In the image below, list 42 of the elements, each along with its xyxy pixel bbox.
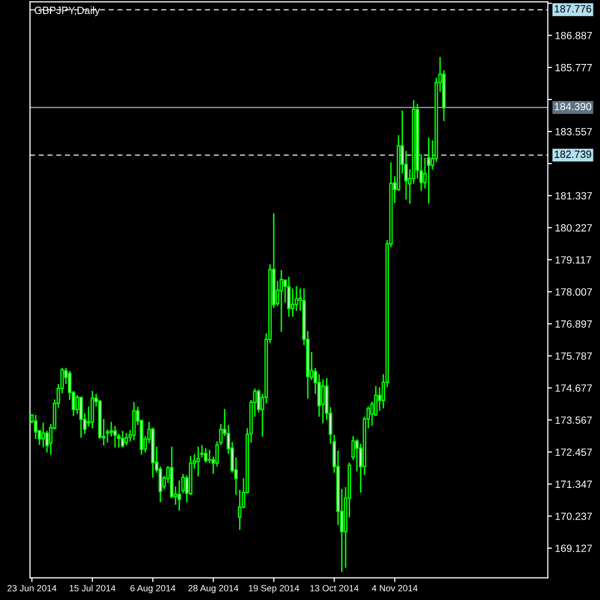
candlestick: [90, 390, 94, 429]
y-tick-label: 176.897: [556, 320, 592, 328]
x-tick-label: 23 Jun 2014: [8, 584, 56, 592]
y-tick-label: 170.237: [556, 512, 592, 520]
y-tick-label: 174.677: [556, 384, 592, 392]
candlestick: [79, 396, 83, 438]
candlestick: [113, 425, 117, 448]
y-tick-label: 178.007: [556, 288, 592, 296]
y-tick-label: 172.457: [556, 448, 592, 456]
x-tick-label: 28 Aug 2014: [188, 584, 238, 594]
y-tick-label: 183.557: [556, 128, 592, 136]
candlestick: [196, 446, 200, 478]
y-tick-label: 185.777: [556, 64, 592, 72]
candlestick: [204, 447, 208, 464]
chart-title: GBPJPY,Daily: [34, 6, 100, 16]
candlestick: [34, 414, 38, 440]
y-tick-label: 180.227: [556, 224, 592, 232]
x-tick-label: 15 Jul 2014: [70, 584, 116, 592]
candlestick: [41, 422, 45, 448]
y-tick-label: 171.347: [556, 480, 592, 488]
candlestick: [280, 269, 284, 333]
y-tick-label: 173.567: [556, 416, 592, 424]
y-tick-label: 175.787: [556, 352, 592, 360]
x-tick-label: 6 Aug 2014: [130, 584, 176, 594]
candlestick: [287, 276, 291, 318]
ref-line-label: 184.390: [554, 102, 592, 110]
x-tick-label: 13 Oct 2014: [310, 584, 359, 592]
y-tick-label: 179.117: [556, 256, 592, 264]
candlestick: [178, 480, 182, 512]
ref-line-label: 187.776: [554, 5, 592, 13]
candlestick: [208, 449, 212, 464]
ref-line-label: 182.739: [554, 150, 592, 158]
candlestick: [120, 430, 124, 448]
x-tick-label: 4 Nov 2014: [372, 584, 418, 592]
candlestick: [321, 378, 325, 424]
candlestick: [124, 432, 128, 446]
y-tick-label: 169.127: [556, 544, 592, 552]
x-tick-label: 19 Sep 2014: [248, 584, 300, 594]
y-tick-label: 181.337: [556, 192, 592, 200]
candlestick: [290, 288, 294, 318]
y-tick-label: 186.887: [556, 32, 592, 40]
candlestick: [426, 136, 431, 204]
